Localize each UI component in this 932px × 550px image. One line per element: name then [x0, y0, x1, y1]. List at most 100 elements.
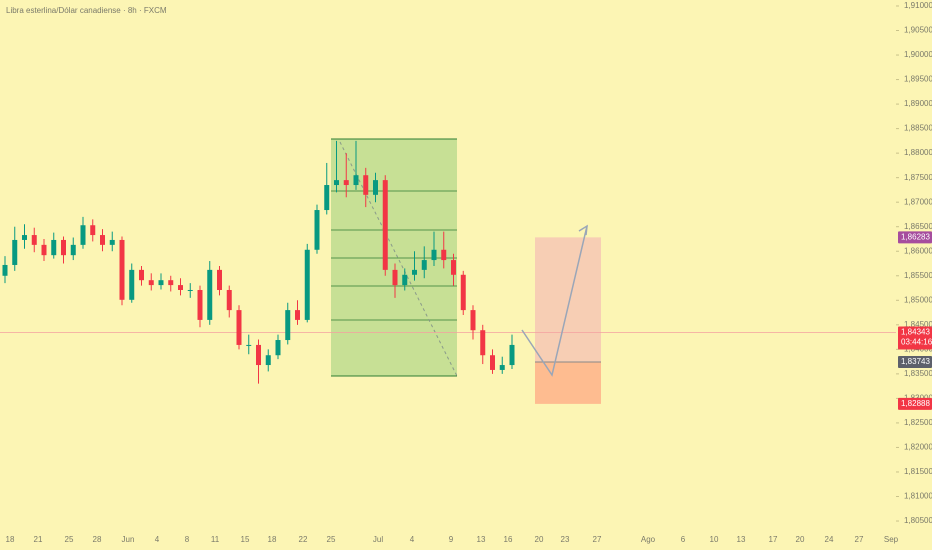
candle-body [41, 244, 47, 256]
candle-body [382, 180, 388, 270]
candle-body [90, 225, 96, 236]
candle-body [343, 180, 349, 186]
x-tick-label: 23 [561, 535, 570, 544]
target-zone [535, 237, 601, 362]
x-tick-label: Sep [884, 535, 899, 544]
x-tick-label: 15 [241, 535, 250, 544]
y-tick-label: 1,89000 [904, 99, 932, 108]
y-tick-label: 1,90000 [904, 50, 932, 59]
x-tick-label: 24 [825, 535, 834, 544]
candle-body [392, 269, 398, 286]
candle-body [295, 310, 300, 320]
x-tick-label: 20 [535, 535, 544, 544]
candle-body [22, 235, 27, 240]
price-label-box [898, 397, 932, 410]
candle-body [61, 239, 66, 256]
x-tick-label: 11 [211, 535, 220, 544]
x-tick-label: 13 [737, 535, 746, 544]
candle-body [119, 239, 125, 300]
y-tick-label: 1,90500 [904, 26, 932, 35]
y-tick-label: 1,88000 [904, 148, 932, 157]
x-tick-label: 22 [299, 535, 308, 544]
x-tick-label: 8 [185, 535, 190, 544]
y-tick-label: 1,81500 [904, 467, 932, 476]
candle-body [314, 210, 320, 250]
y-tick-label: 1,84500 [904, 320, 932, 329]
projection-arrow [521, 225, 588, 377]
x-tick-label: 16 [504, 535, 513, 544]
x-tick-label: 13 [477, 535, 486, 544]
candle-body [168, 280, 174, 286]
price-label: 1,83743 [901, 357, 930, 366]
candle-body [2, 264, 8, 276]
candle-body [148, 280, 154, 286]
candle-body [285, 310, 291, 341]
candle-body [197, 289, 203, 320]
candle-body [363, 175, 369, 195]
candle-body [12, 239, 18, 265]
candle-body [490, 355, 495, 370]
candle-body [178, 285, 183, 290]
y-tick-label: 1,82000 [904, 443, 932, 452]
y-tick-label: 1,83500 [904, 369, 932, 378]
candle-body [470, 310, 476, 331]
y-tick-label: 1,80500 [904, 516, 932, 525]
candle-body [480, 330, 486, 356]
candle-body [256, 344, 261, 366]
y-tick-label: 1,86000 [904, 246, 932, 255]
x-tick-label: 9 [449, 535, 454, 544]
candle-body [499, 365, 505, 370]
candle-body [139, 269, 144, 281]
candle-body [275, 340, 281, 356]
x-tick-label: 27 [855, 535, 864, 544]
y-tick-label: 1,87000 [904, 197, 932, 206]
candle-body [402, 274, 408, 286]
candle-body [509, 344, 515, 366]
x-tick-label: 17 [769, 535, 778, 544]
price-label-box [898, 231, 932, 244]
price-label: 1,86283 [901, 232, 930, 241]
arrow-head [578, 224, 588, 236]
y-tick-label: 1,87500 [904, 173, 932, 182]
x-tick-label: 25 [65, 535, 74, 544]
countdown: 03:44:16 [901, 338, 932, 347]
candle-body [70, 244, 76, 256]
y-tick-label: 1,81000 [904, 492, 932, 501]
x-tick-label: 20 [796, 535, 805, 544]
candle-body [265, 355, 271, 366]
candle-body [353, 175, 359, 186]
candle-body [304, 249, 310, 320]
candle-body [460, 274, 466, 311]
y-tick-label: 1,82500 [904, 418, 932, 427]
candle-body [217, 269, 222, 290]
x-tick-label: 4 [410, 535, 415, 544]
x-tick-label: Jul [373, 535, 383, 544]
candle-body [158, 280, 164, 286]
candle-body [109, 239, 115, 245]
stop-zone [535, 361, 601, 404]
candle-body [129, 269, 135, 300]
candle-body [324, 185, 330, 211]
fib-diagonal [339, 141, 458, 377]
candle-body [236, 310, 242, 345]
x-tick-label: 28 [93, 535, 102, 544]
candle-body [207, 269, 213, 320]
x-tick-label: 6 [681, 535, 686, 544]
x-tick-label: Jun [122, 535, 135, 544]
current-price-box [898, 326, 932, 350]
x-tick-label: 21 [34, 535, 43, 544]
price-label-box [898, 355, 932, 368]
candle-body [334, 180, 339, 186]
candle-body [31, 235, 37, 245]
y-tick-label: 1,85500 [904, 271, 932, 280]
y-tick-label: 1,91000 [904, 1, 932, 10]
chart-title: Libra esterlina/Dólar canadiense · 8h · … [6, 6, 167, 15]
y-tick-label: 1,85000 [904, 295, 932, 304]
price-label: 1,82888 [901, 399, 930, 408]
current-price-label: 1,84343 [901, 328, 930, 337]
x-tick-label: 4 [155, 535, 160, 544]
y-tick-label: 1,88500 [904, 124, 932, 133]
y-tick-label: 1,89500 [904, 75, 932, 84]
